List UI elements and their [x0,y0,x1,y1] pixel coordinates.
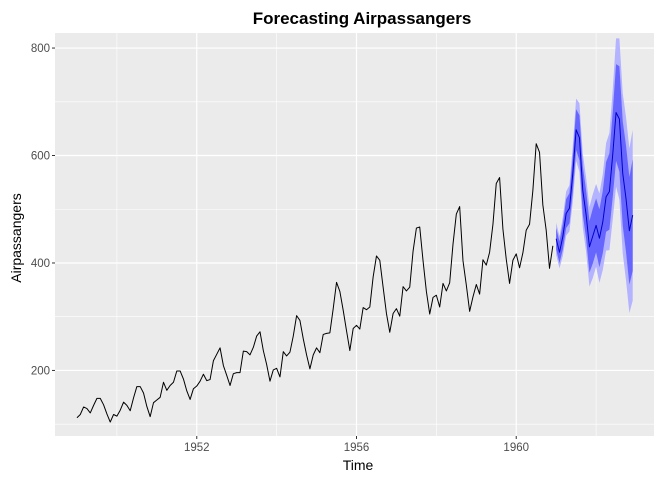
y-tick-label: 400 [31,258,50,270]
y-tick-label: 800 [31,43,50,55]
plot-panel [55,33,654,436]
y-tick-label: 200 [31,365,50,377]
x-tick-label: 1952 [184,442,210,454]
x-axis-title: Time [343,457,374,473]
major-gridlines [55,33,654,436]
x-axis-ticks: 1952 1956 1960 [184,436,529,454]
y-axis-title: Airpassangers [8,193,24,283]
forecast-mean-line [555,112,634,253]
interval-80-band [556,64,633,285]
y-tick-label: 600 [31,151,50,163]
history-line [76,143,554,423]
x-tick-label: 1960 [503,442,529,454]
x-tick-label: 1956 [344,442,370,454]
chart-title: Forecasting Airpassangers [253,9,472,28]
forecast-intervals [556,38,633,313]
minor-gridlines [55,33,654,436]
series-lines [76,112,634,423]
y-axis-ticks: 200 400 600 800 [31,43,55,377]
